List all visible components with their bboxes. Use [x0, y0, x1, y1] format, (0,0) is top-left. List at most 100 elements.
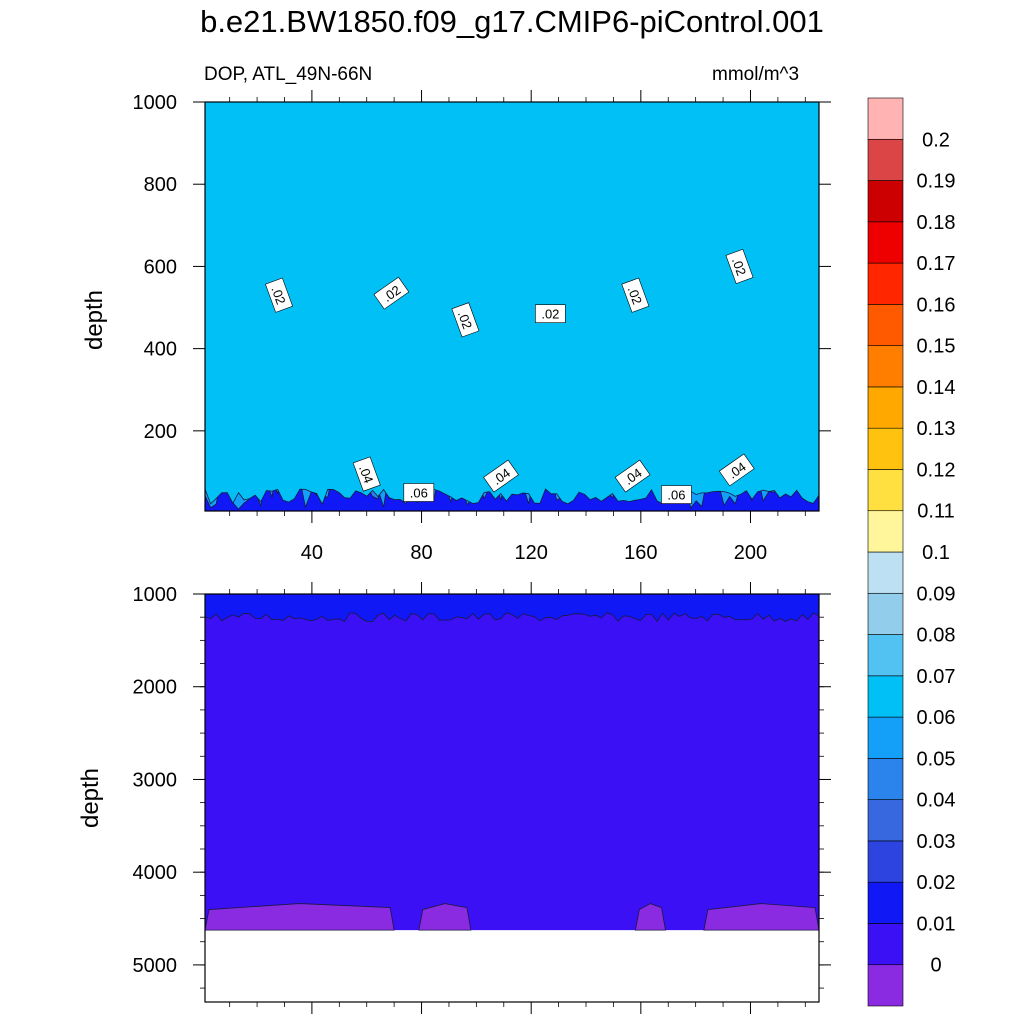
contour-label-box — [725, 248, 754, 284]
upper-frame — [204, 101, 820, 512]
contour-label-text: .02 — [541, 307, 559, 322]
colorbar-label-0.01: 0.01 — [917, 913, 956, 935]
colorbar-swatch-10 — [867, 551, 904, 594]
lower-bottom-band-segment — [634, 903, 666, 931]
contour-label-box — [265, 277, 293, 313]
lower-bottom-band-segment — [418, 903, 472, 931]
contour-label-text: .02 — [625, 284, 645, 306]
colorbar-label-0.1: 0.1 — [922, 542, 950, 564]
xtick-label-80: 80 — [410, 542, 432, 564]
contour-label: .02 — [535, 304, 566, 323]
colorbar: 0 0.01 0.02 0.03 0.04 0.05 0.06 0.07 0.08 0.09 0.1… — [867, 97, 956, 1007]
colorbar-swatch-5 — [867, 758, 904, 800]
contour-label-text: .02 — [268, 284, 288, 306]
upper-panel-left-title: DOP, ATL_49N-66N — [204, 64, 373, 85]
colorbar-swatch-9 — [867, 592, 904, 635]
lower-frame — [204, 593, 820, 1003]
contour-label-text: .04 — [356, 463, 376, 485]
colorbar-swatch-20 — [867, 138, 904, 181]
contour-label-box — [718, 453, 755, 487]
contour-label: .04 — [718, 453, 755, 487]
lower-plot-area: 1000 2000 3000 4000 5000 — [133, 582, 831, 1014]
contour-label: .02 — [451, 302, 480, 338]
contour-label: .02 — [373, 276, 410, 310]
contour-label-box — [403, 483, 435, 502]
colorbar-label-0.19: 0.19 — [917, 171, 956, 193]
colorbar-label-0.15: 0.15 — [917, 336, 956, 358]
colorbar-swatch-11 — [867, 510, 904, 553]
ytick-label-800: 800 — [144, 174, 177, 196]
contour-label: .02 — [621, 277, 650, 313]
contour-label: .04 — [483, 459, 519, 493]
lower-band-0.01 — [204, 593, 820, 623]
upper-band-0.06 — [204, 101, 820, 506]
colorbar-label-0.18: 0.18 — [917, 212, 956, 234]
colorbar-swatch-13 — [867, 427, 904, 470]
colorbar-swatch-12 — [867, 469, 904, 512]
colorbar-label-0.07: 0.07 — [917, 666, 956, 688]
xtick-label-200: 200 — [734, 542, 767, 564]
ytick-label-400: 400 — [144, 339, 177, 361]
colorbar-swatch-0 — [867, 964, 904, 1007]
ytick-label-2000: 2000 — [133, 677, 178, 699]
contour-label-box — [661, 485, 692, 504]
lower-bottom-band-segment — [703, 903, 820, 931]
contour-label: .02 — [725, 248, 754, 284]
colorbar-label-0.03: 0.03 — [917, 831, 956, 853]
colorbar-swatch-6 — [867, 716, 904, 759]
contour-label-text: .06 — [410, 486, 428, 501]
colorbar-label-0.04: 0.04 — [917, 790, 956, 812]
contour-label-box — [451, 302, 480, 338]
colorbar-swatch-15 — [867, 345, 904, 388]
contour-label-box — [621, 277, 650, 313]
colorbar-label-0.2: 0.2 — [922, 129, 950, 151]
colorbar-swatch-3 — [867, 840, 904, 883]
colorbar-label-0: 0 — [930, 955, 941, 977]
colorbar-swatch-2 — [867, 881, 904, 924]
ytick-label-5000: 5000 — [133, 955, 178, 977]
colorbar-swatch-7 — [867, 675, 904, 718]
upper-plot-area: 200 400 600 800 1000 40 80 120 160 200 .06 .06 .04 .0… — [133, 90, 831, 564]
ytick-label-4000: 4000 — [133, 862, 178, 884]
colorbar-swatch-18 — [867, 221, 904, 264]
contour-label-box — [535, 304, 566, 323]
ytick-label-3000: 3000 — [133, 769, 178, 791]
contour-label-box — [614, 459, 651, 493]
xtick-label-160: 160 — [624, 542, 657, 564]
contour-label-text: .06 — [667, 488, 685, 503]
contour-label: .02 — [265, 277, 293, 313]
colorbar-swatch-17 — [867, 262, 904, 305]
contour-label-box — [373, 276, 410, 310]
colorbar-swatch-8 — [867, 634, 904, 677]
contour-label-box — [352, 456, 381, 492]
xtick-label-120: 120 — [515, 542, 548, 564]
contour-label: .04 — [352, 456, 381, 492]
contour-label-text: .02 — [455, 309, 475, 331]
colorbar-label-0.14: 0.14 — [917, 377, 956, 399]
colorbar-swatch-21 — [867, 97, 904, 140]
ytick-label-1000: 1000 — [133, 584, 178, 606]
colorbar-label-0.17: 0.17 — [917, 253, 956, 275]
colorbar-label-0.11: 0.11 — [917, 501, 954, 523]
colorbar-label-0.06: 0.06 — [917, 707, 956, 729]
colorbar-label-0.05: 0.05 — [917, 748, 956, 770]
colorbar-label-0.12: 0.12 — [917, 459, 956, 481]
colorbar-label-0.13: 0.13 — [917, 418, 956, 440]
lower-bottom-band-segment — [204, 903, 395, 931]
contour-label-box — [483, 459, 519, 493]
colorbar-swatch-19 — [867, 180, 904, 223]
colorbar-swatch-4 — [867, 799, 904, 842]
colorbar-swatch-16 — [867, 304, 904, 346]
ytick-label-1000: 1000 — [133, 92, 178, 114]
colorbar-swatch-1 — [867, 923, 904, 966]
ytick-label-600: 600 — [144, 256, 177, 278]
upper-panel-units: mmol/m^3 — [712, 64, 800, 85]
colorbar-label-0.02: 0.02 — [917, 872, 956, 894]
colorbar-label-0.16: 0.16 — [917, 294, 956, 316]
colorbar-label-0.08: 0.08 — [917, 625, 956, 647]
colorbar-swatch-14 — [867, 386, 904, 429]
figure-title: b.e21.BW1850.f09_g17.CMIP6-piControl.001 — [200, 4, 824, 39]
ytick-label-200: 200 — [144, 421, 177, 443]
